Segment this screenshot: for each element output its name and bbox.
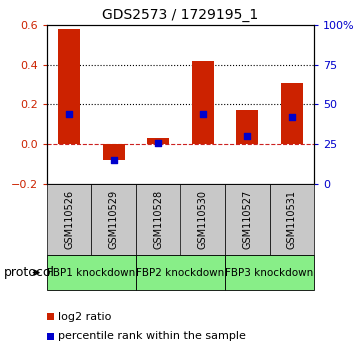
- Text: percentile rank within the sample: percentile rank within the sample: [58, 331, 245, 341]
- Text: FBP3 knockdown: FBP3 knockdown: [225, 268, 314, 278]
- Point: [289, 114, 295, 120]
- Bar: [225, 255, 314, 290]
- Text: GSM110529: GSM110529: [109, 190, 119, 249]
- Point: [200, 111, 206, 117]
- Text: GSM110528: GSM110528: [153, 190, 163, 249]
- Text: GSM110530: GSM110530: [198, 190, 208, 249]
- Text: GSM110527: GSM110527: [242, 190, 252, 249]
- Point: [244, 133, 250, 139]
- Bar: [147, 138, 169, 144]
- Bar: [91, 184, 136, 255]
- Bar: [136, 255, 225, 290]
- Bar: [280, 82, 303, 144]
- Title: GDS2573 / 1729195_1: GDS2573 / 1729195_1: [103, 8, 258, 22]
- Bar: [58, 29, 80, 144]
- Text: log2 ratio: log2 ratio: [58, 312, 111, 322]
- Text: protocol: protocol: [4, 266, 55, 279]
- Bar: [236, 110, 258, 144]
- Text: GSM110526: GSM110526: [64, 190, 74, 249]
- Bar: [225, 184, 270, 255]
- Text: GSM110531: GSM110531: [287, 190, 297, 249]
- Bar: [192, 61, 214, 144]
- Bar: [103, 144, 125, 160]
- Bar: [180, 184, 225, 255]
- Text: FBP2 knockdown: FBP2 knockdown: [136, 268, 225, 278]
- Bar: [270, 184, 314, 255]
- Text: FBP1 knockdown: FBP1 knockdown: [47, 268, 136, 278]
- Point: [111, 157, 117, 163]
- Bar: [47, 184, 91, 255]
- Point: [155, 140, 161, 145]
- Bar: [47, 255, 136, 290]
- Bar: [136, 184, 180, 255]
- Point: [66, 111, 72, 117]
